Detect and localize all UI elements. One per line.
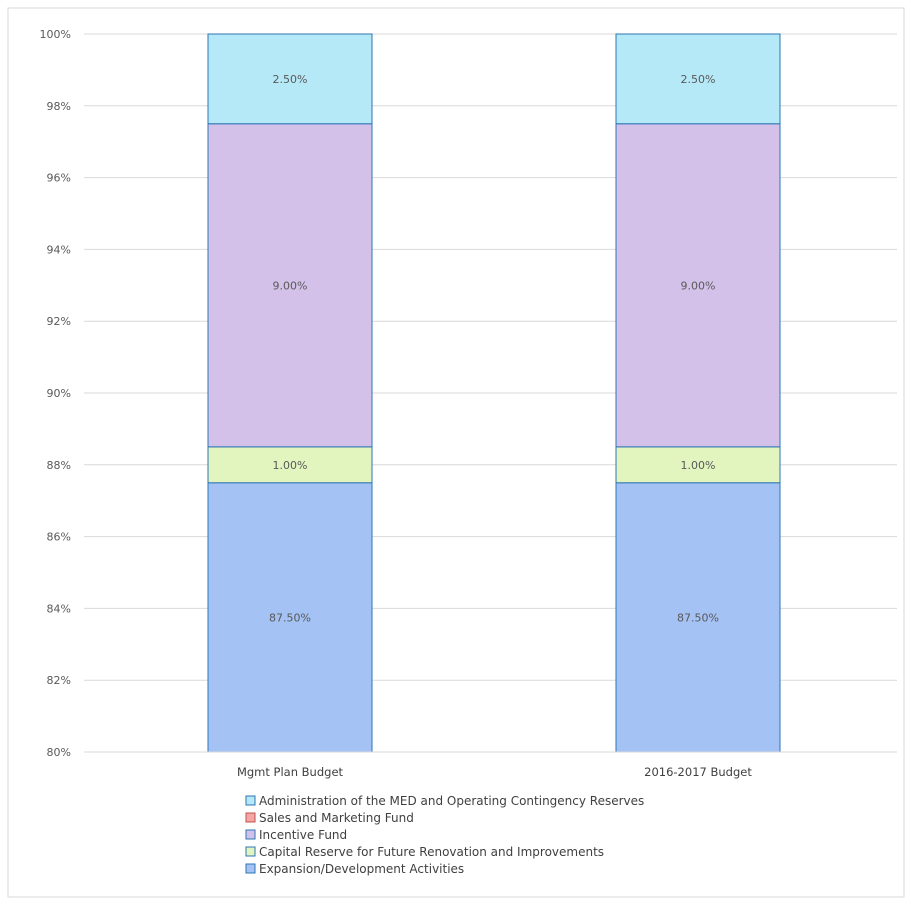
legend-swatch [245,829,256,840]
legend-label: Sales and Marketing Fund [259,811,414,825]
legend-swatch [245,795,256,806]
data-label: 9.00% [273,279,308,292]
legend-label: Expansion/Development Activities [259,862,464,876]
bar-segment [207,123,373,448]
legend-label: Capital Reserve for Future Renovation an… [259,845,604,859]
x-category-label: Mgmt Plan Budget [237,765,344,779]
bar-segment [615,123,781,448]
data-label: 87.50% [677,611,719,624]
bar-segment [207,482,373,753]
y-tick-label: 94% [47,243,71,256]
x-category-label: 2016-2017 Budget [644,765,752,779]
data-label: 87.50% [269,611,311,624]
bar-segment [207,446,373,484]
data-label: 2.50% [681,73,716,86]
data-label: 2.50% [273,73,308,86]
y-tick-label: 88% [47,459,71,472]
y-tick-label: 82% [47,674,71,687]
bar-segment [207,33,373,125]
y-tick-label: 98% [47,100,71,113]
legend-swatch [245,812,256,823]
y-tick-label: 100% [40,28,71,41]
bar-segment [615,33,781,125]
data-label: 9.00% [681,279,716,292]
legend-swatch [245,863,256,874]
data-label: 1.00% [681,459,716,472]
y-tick-label: 80% [47,746,71,759]
legend-label: Administration of the MED and Operating … [259,794,644,808]
bar-segment [615,482,781,753]
data-label: 1.00% [273,459,308,472]
y-tick-label: 90% [47,387,71,400]
legend-label: Incentive Fund [259,828,347,842]
legend-swatch [245,846,256,857]
y-tick-label: 92% [47,315,71,328]
y-tick-label: 86% [47,531,71,544]
y-tick-label: 84% [47,602,71,615]
y-tick-label: 96% [47,172,71,185]
